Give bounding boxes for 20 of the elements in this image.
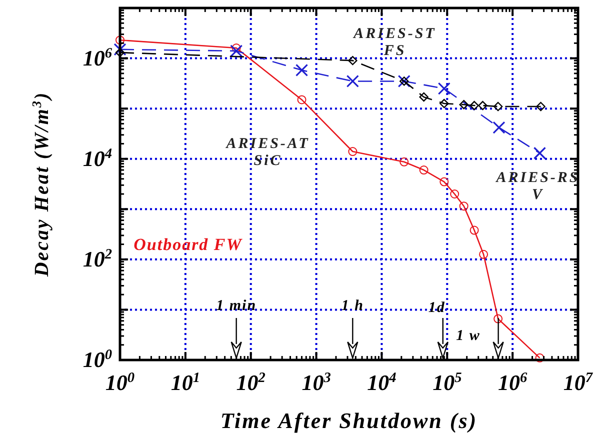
- annotation: 1 min: [216, 298, 257, 314]
- y-tick-label: 10$^{4}$: [82, 146, 112, 171]
- x-tick-label: 10$^{6}$: [498, 370, 528, 395]
- x-tick-label: 10$^{7}$: [563, 370, 594, 395]
- annotation: ARIES-ST FS: [352, 26, 436, 59]
- x-tick-label: 10$^{3}$: [302, 370, 331, 395]
- text: Outboard FW: [134, 235, 244, 254]
- x-tick-label: 10$^{1}$: [170, 370, 200, 395]
- annotation: 1d: [428, 300, 446, 316]
- y-tick-label: 10$^{6}$: [82, 45, 113, 70]
- x-tick-label: 10$^{0}$: [105, 370, 135, 395]
- annotation: ARIES-AT SiC: [225, 136, 310, 169]
- x-tick-label: 10$^{4}$: [367, 370, 396, 395]
- annotation: 1 w: [456, 328, 480, 344]
- y-tick-label: 10$^{0}$: [82, 347, 112, 372]
- x-tick-label: 10$^{2}$: [236, 370, 266, 395]
- y-tick-label: 10$^{2}$: [82, 246, 112, 272]
- annotation: 1 h: [341, 298, 364, 314]
- x-tick-label: 10$^{5}$: [432, 370, 462, 395]
- x-axis-title: Time After Shutdown (s): [220, 408, 478, 433]
